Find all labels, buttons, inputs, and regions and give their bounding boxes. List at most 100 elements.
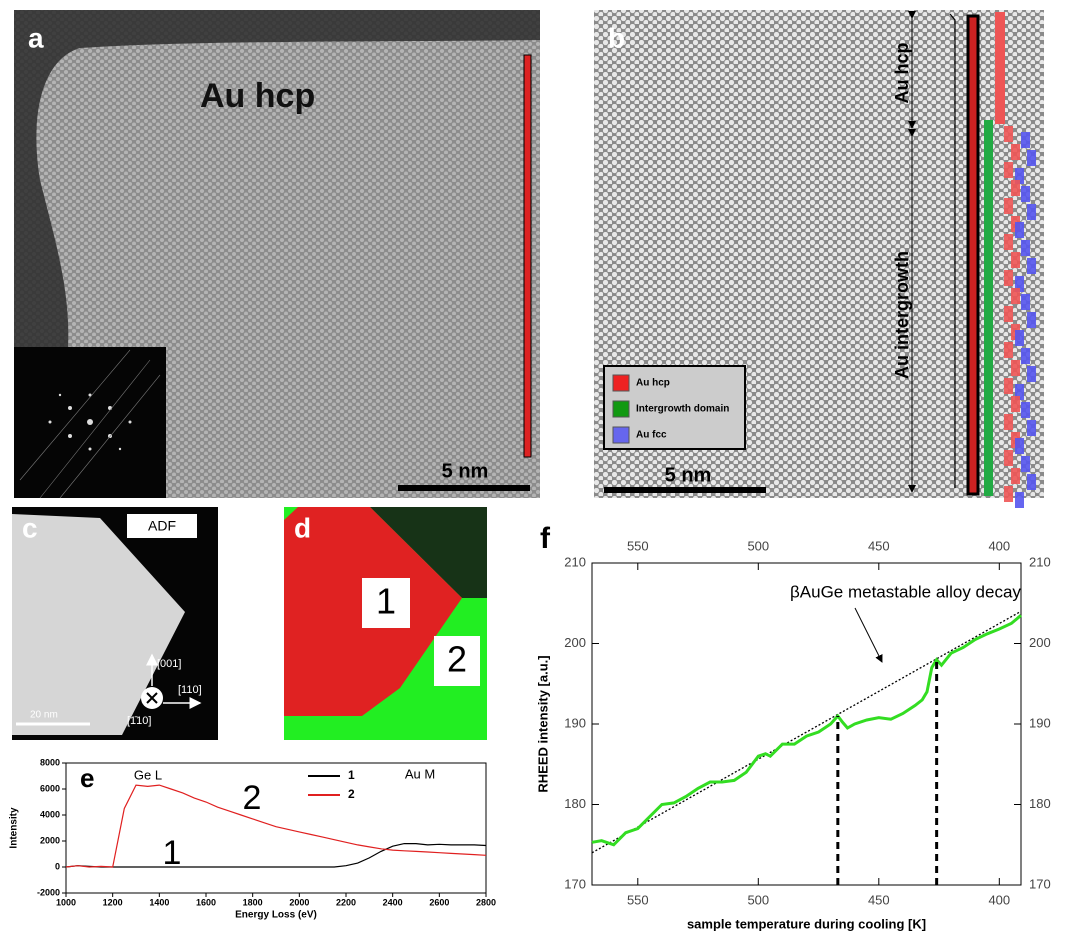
x-tick-label: 2400 bbox=[383, 897, 403, 907]
wavy-line bbox=[949, 13, 956, 488]
x2-tick-label: 450 bbox=[868, 538, 890, 553]
series-line bbox=[591, 614, 1022, 847]
panel-label: f bbox=[540, 522, 551, 555]
y2-tick-label: 200 bbox=[1029, 635, 1051, 650]
stacking-block bbox=[1021, 456, 1030, 472]
stacking-block bbox=[1015, 384, 1024, 400]
x-tick-label: 2800 bbox=[476, 897, 496, 907]
region-label: Au hcp bbox=[892, 42, 912, 103]
stacking-strip bbox=[523, 54, 532, 458]
y-axis-title: Intensity bbox=[9, 807, 20, 849]
stacking-block bbox=[1021, 402, 1030, 418]
stacking-block bbox=[1015, 276, 1024, 292]
legend-label: Au hcp bbox=[636, 378, 670, 389]
stacking-block bbox=[1021, 132, 1030, 148]
x-tick-label: 1000 bbox=[56, 897, 76, 907]
stacking-strip bbox=[966, 14, 980, 496]
plot-frame bbox=[591, 562, 1022, 886]
background-region bbox=[370, 507, 487, 598]
mode-label: ADF bbox=[148, 518, 176, 534]
stacking-block bbox=[1027, 420, 1036, 436]
panel-a: 5 nm a Au hcp bbox=[14, 10, 540, 499]
stacking-block bbox=[1004, 306, 1013, 322]
legend-swatch bbox=[612, 400, 630, 418]
stacking-block bbox=[1004, 450, 1013, 466]
mode-box bbox=[127, 514, 197, 538]
direction-symbol bbox=[146, 692, 158, 704]
y-tick-label: 6000 bbox=[40, 783, 60, 793]
scale-label: 5 nm bbox=[442, 460, 489, 482]
panel-label: b bbox=[608, 22, 625, 53]
stacking-block bbox=[1021, 348, 1030, 364]
stacking-block bbox=[1011, 360, 1020, 376]
y-tick-label: 0 bbox=[55, 861, 60, 871]
legend-label: Au fcc bbox=[636, 430, 667, 441]
annotation: βAuGe metastable alloy decay bbox=[790, 582, 1021, 601]
y2-tick-label: 180 bbox=[1029, 796, 1051, 811]
y-tick-label: 170 bbox=[564, 876, 586, 891]
stacking-block bbox=[1011, 468, 1020, 484]
stacking-block bbox=[1004, 270, 1013, 286]
x-tick-label: 1600 bbox=[196, 897, 216, 907]
x-axis-title: sample temperature during cooling [K] bbox=[687, 916, 926, 931]
x-axis-title: Energy Loss (eV) bbox=[235, 910, 317, 921]
panel-c: ADF c [001] [110] [1̄10] 20 nm bbox=[12, 507, 218, 740]
region-box bbox=[434, 636, 480, 686]
series-line bbox=[65, 784, 487, 868]
legend-swatch bbox=[612, 374, 630, 392]
stacking-block bbox=[1027, 474, 1036, 490]
direction-label: [1̄10] bbox=[127, 715, 151, 727]
stacking-block bbox=[1027, 258, 1036, 274]
legend-swatch bbox=[612, 426, 630, 444]
direction-label: [001] bbox=[157, 658, 181, 670]
stacking-block bbox=[1027, 204, 1036, 220]
y2-tick-label: 190 bbox=[1029, 715, 1051, 730]
stacking-block bbox=[1004, 378, 1013, 394]
stacking-block bbox=[1011, 180, 1020, 196]
x-tick-label: 450 bbox=[868, 892, 890, 907]
stacking-block bbox=[1015, 492, 1024, 508]
plot-frame bbox=[65, 762, 487, 894]
stacking-block bbox=[1004, 198, 1013, 214]
stacking-block bbox=[1004, 342, 1013, 358]
stacking-block bbox=[1004, 162, 1013, 178]
legend-label: 1 bbox=[348, 768, 355, 782]
panel-label: a bbox=[28, 22, 44, 53]
panel-b: b Au hcp Au intergrowth 5 nm Au hcp Inter… bbox=[594, 10, 1044, 508]
annotation-arrow bbox=[854, 607, 883, 663]
x-tick-label: 2200 bbox=[336, 897, 356, 907]
stacking-block bbox=[1004, 126, 1013, 142]
series-line bbox=[65, 843, 487, 868]
stacking-block bbox=[1021, 240, 1030, 256]
x-tick-label: 2000 bbox=[289, 897, 309, 907]
hcp-column bbox=[995, 12, 1005, 124]
legend-label: 2 bbox=[348, 787, 355, 801]
y-tick-label: 190 bbox=[564, 715, 586, 730]
y-tick-label: 4000 bbox=[40, 809, 60, 819]
stacking-block bbox=[1015, 222, 1024, 238]
region-box bbox=[362, 578, 410, 628]
stacking-block bbox=[1011, 396, 1020, 412]
panel-label: c bbox=[22, 512, 38, 543]
y-tick-label: -2000 bbox=[37, 887, 60, 897]
region-label: 2 bbox=[447, 639, 467, 680]
y-tick-label: 8000 bbox=[40, 757, 60, 767]
annotation: 1 bbox=[163, 834, 182, 872]
y-tick-label: 180 bbox=[564, 796, 586, 811]
panel-d: d 1 2 bbox=[284, 507, 487, 740]
stacking-block bbox=[1004, 414, 1013, 430]
stacking-block bbox=[1015, 438, 1024, 454]
stacking-block bbox=[1027, 366, 1036, 382]
y-tick-label: 200 bbox=[564, 635, 586, 650]
annotation: 2 bbox=[243, 779, 262, 817]
y2-tick-label: 170 bbox=[1029, 876, 1051, 891]
region-label: Au intergrowth bbox=[892, 251, 912, 379]
direction-label: [110] bbox=[178, 684, 202, 696]
x-tick-label: 1400 bbox=[149, 897, 169, 907]
stacking-block bbox=[1004, 486, 1013, 502]
y-axis-title: RHEED intensity [a.u.] bbox=[535, 655, 550, 792]
stacking-block bbox=[1027, 150, 1036, 166]
fft-spots bbox=[48, 393, 132, 451]
